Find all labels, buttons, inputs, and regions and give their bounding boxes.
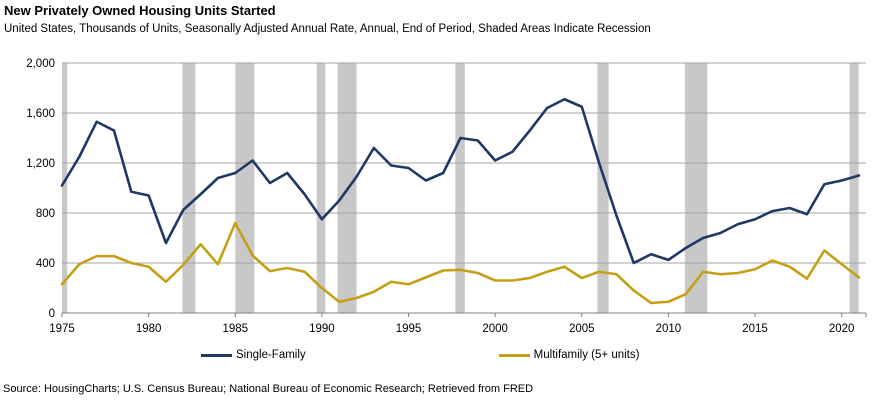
svg-text:2005: 2005	[569, 323, 595, 335]
legend-label-multifamily: Multifamily (5+ units)	[533, 349, 640, 361]
svg-text:2010: 2010	[656, 323, 682, 335]
svg-text:1,200: 1,200	[26, 158, 55, 170]
housing-starts-chart: 0 400 800 1,200 1,600 2,000 1975 1980 1985 1990 19…	[26, 58, 867, 335]
chart-subtitle: United States, Thousands of Units, Seaso…	[4, 23, 651, 35]
svg-text:2020: 2020	[829, 323, 855, 335]
legend-item-multifamily: Multifamily (5+ units)	[498, 349, 640, 361]
svg-text:1,600: 1,600	[26, 108, 55, 120]
svg-text:1975: 1975	[49, 323, 75, 335]
svg-text:1980: 1980	[136, 323, 162, 335]
legend: Single-Family Multifamily (5+ units)	[0, 349, 873, 361]
svg-text:800: 800	[36, 208, 55, 220]
legend-label-single-family: Single-Family	[236, 349, 306, 361]
svg-text:1985: 1985	[222, 323, 248, 335]
page-title: New Privately Owned Housing Units Starte…	[4, 3, 276, 18]
svg-text:2000: 2000	[482, 323, 508, 335]
svg-text:2,000: 2,000	[26, 58, 55, 70]
svg-text:0: 0	[49, 308, 55, 320]
multifamily-line-swatch	[498, 353, 530, 357]
svg-text:1990: 1990	[309, 323, 335, 335]
source-note: Source: HousingCharts; U.S. Census Burea…	[3, 383, 534, 395]
single-family-line-swatch	[201, 353, 232, 357]
svg-text:1995: 1995	[396, 323, 422, 335]
legend-item-single-family: Single-Family	[201, 349, 306, 361]
svg-text:400: 400	[36, 258, 55, 270]
svg-text:2015: 2015	[742, 323, 768, 335]
